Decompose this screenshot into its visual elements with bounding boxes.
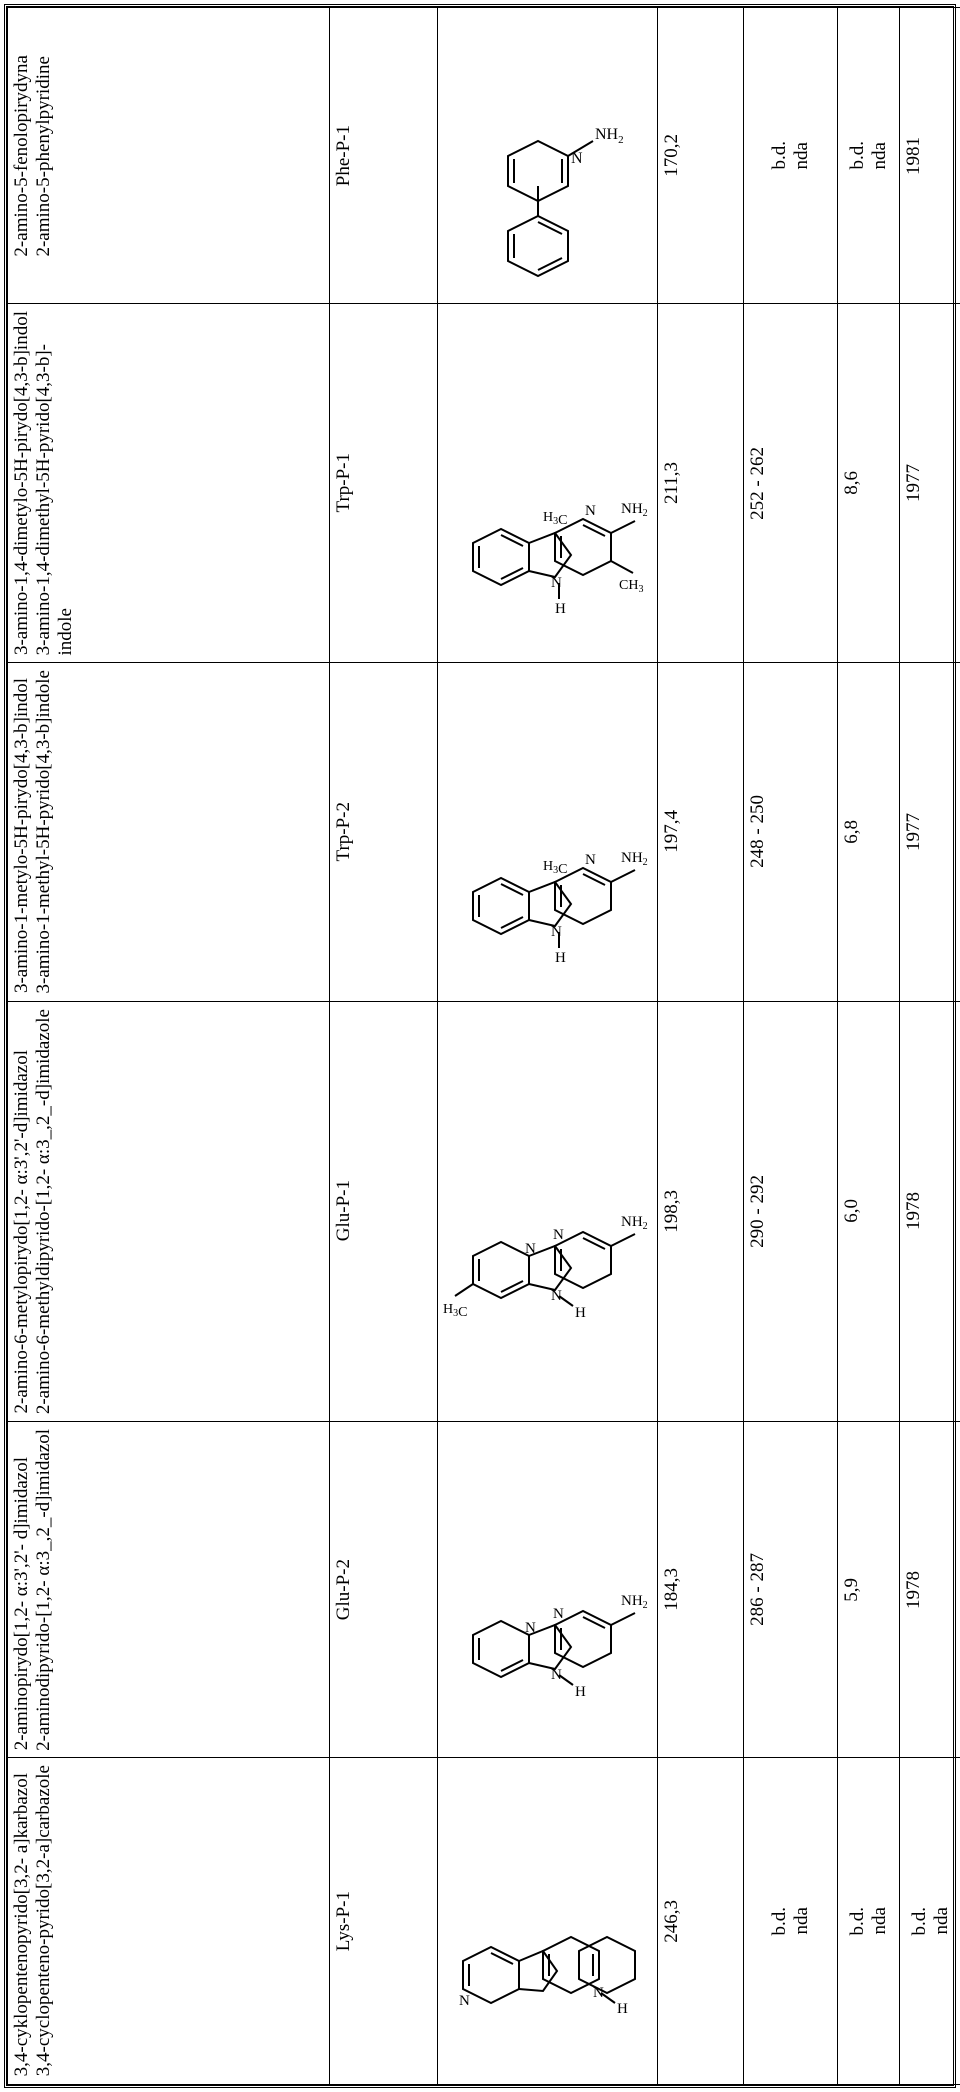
name-cell: 3-amino-1-metylo-5H-pirydo[4,3-b]indol 3… [8,663,330,1001]
svg-text:N: N [551,575,562,591]
table-row: 2-amino-6-metylopirydo[1,2- α:3',2'-d]im… [8,1001,960,1421]
svg-text:N: N [553,1227,564,1243]
structure-cell: N H N H3C NH2 [438,663,658,1001]
mw-cell: 197,4 [658,663,744,1001]
abbr-cell: Glu-P-1 [330,1001,438,1421]
structure-glu-p-2: N N H N NH2 [443,1450,653,1730]
svg-text:NH2: NH2 [621,1593,648,1611]
table-row: 3-amino-1,4-dimetylo-5H-pirydo[4,3-b]ind… [8,304,960,663]
year-cell: 1977 [900,304,960,663]
mp-cell: b.d. nda [744,8,838,304]
mw-cell: 211,3 [658,304,744,663]
compound-table: 2-amino-5-fenolopirydyna 2-amino-5-pheny… [7,7,960,2085]
pka-cell: 5,9 [838,1421,900,1758]
name-line: 2-amino-5-phenylpyridine [33,56,55,257]
svg-text:H: H [575,1684,586,1700]
year-cell: 1978 [900,1001,960,1421]
year-cell: 1977 [900,663,960,1001]
svg-text:N: N [459,1993,470,2009]
svg-text:H: H [575,1305,586,1321]
svg-text:NH2: NH2 [621,501,648,519]
compound-table-wrapper: 2-amino-5-fenolopirydyna 2-amino-5-pheny… [4,4,956,2088]
name-cell: 2-amino-6-metylopirydo[1,2- α:3',2'-d]im… [8,1001,330,1421]
svg-text:NH2: NH2 [595,126,624,146]
structure-cell: N NH2 [438,8,658,304]
abbr-cell: Glu-P-2 [330,1421,438,1758]
structure-lys-p-1: N N H [443,1781,653,2061]
svg-text:NH2: NH2 [621,850,648,868]
svg-text:H3C: H3C [543,510,567,528]
structure-cell: N H3C N H N NH2 [438,1001,658,1421]
svg-text:N: N [551,924,562,940]
name-cell: 2-aminopirydo[1,2- α:3',2'- d]imidazol 2… [8,1421,330,1758]
name-cell: 3,4-cyklopentenopyrido[3,2- a]karbazol 3… [8,1758,330,2084]
abbr-cell: Lys-P-1 [330,1758,438,2084]
year-cell: b.d. nda [900,1758,960,2084]
year-cell: 1981 [900,8,960,304]
svg-text:H: H [555,950,566,966]
pka-cell: 8,6 [838,304,900,663]
table-row: 3-amino-1-metylo-5H-pirydo[4,3-b]indol 3… [8,663,960,1001]
mp-cell: b.d. nda [744,1758,838,2084]
svg-text:H: H [617,2001,628,2017]
mp-cell: 252 - 262 [744,304,838,663]
structure-cell: N H N H3C CH3 NH2 [438,304,658,663]
pka-cell: 6,8 [838,663,900,1001]
svg-text:CH3: CH3 [619,578,643,595]
name-cell: 2-amino-5-fenolopirydyna 2-amino-5-pheny… [8,8,330,304]
table-row: 3,4-cyklopentenopyrido[3,2- a]karbazol 3… [8,1758,960,2084]
abbr-cell: Phe-P-1 [330,8,438,304]
svg-text:N: N [585,503,596,519]
name-line: 2-amino-5-fenolopirydyna [11,55,33,257]
mw-cell: 246,3 [658,1758,744,2084]
table-row: 2-amino-5-fenolopirydyna 2-amino-5-pheny… [8,8,960,304]
structure-trp-p-1: N H N H3C CH3 NH2 [443,343,653,623]
name-cell: 3-amino-1,4-dimetylo-5H-pirydo[4,3-b]ind… [8,304,330,663]
mp-cell: 248 - 250 [744,663,838,1001]
mp-cell: 286 - 287 [744,1421,838,1758]
structure-phe-p-1: N NH2 [448,21,648,291]
mw-cell: 184,3 [658,1421,744,1758]
table-row: 2-aminopirydo[1,2- α:3',2'- d]imidazol 2… [8,1421,960,1758]
structure-cell: N N H N NH2 [438,1421,658,1758]
mw-cell: 170,2 [658,8,744,304]
svg-text:N: N [553,1606,564,1622]
year-cell: 1978 [900,1421,960,1758]
abbr-cell: Trp-P-2 [330,663,438,1001]
mp-cell: 290 - 292 [744,1001,838,1421]
svg-text:H3C: H3C [543,859,567,877]
svg-text:NH2: NH2 [621,1214,648,1232]
structure-trp-p-2: N H N H3C NH2 [443,692,653,972]
mw-cell: 198,3 [658,1001,744,1421]
pka-cell: b.d. nda [838,8,900,304]
abbr-cell: Trp-P-1 [330,304,438,663]
pka-cell: 6,0 [838,1001,900,1421]
svg-text:H3C: H3C [443,1302,467,1320]
structure-cell: N N H [438,1758,658,2084]
structure-glu-p-1: N H3C N H N NH2 [443,1071,653,1351]
pka-cell: b.d. nda [838,1758,900,2084]
svg-text:H: H [555,601,566,617]
svg-text:N: N [585,852,596,868]
